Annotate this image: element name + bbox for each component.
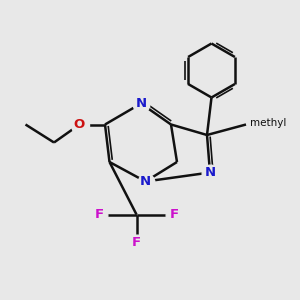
Text: methyl: methyl bbox=[250, 118, 286, 128]
Text: N: N bbox=[135, 97, 147, 110]
Text: O: O bbox=[74, 118, 85, 131]
Text: N: N bbox=[140, 175, 151, 188]
Text: F: F bbox=[132, 236, 141, 250]
Text: F: F bbox=[169, 208, 178, 221]
Text: N: N bbox=[204, 166, 216, 179]
Text: F: F bbox=[94, 208, 103, 221]
